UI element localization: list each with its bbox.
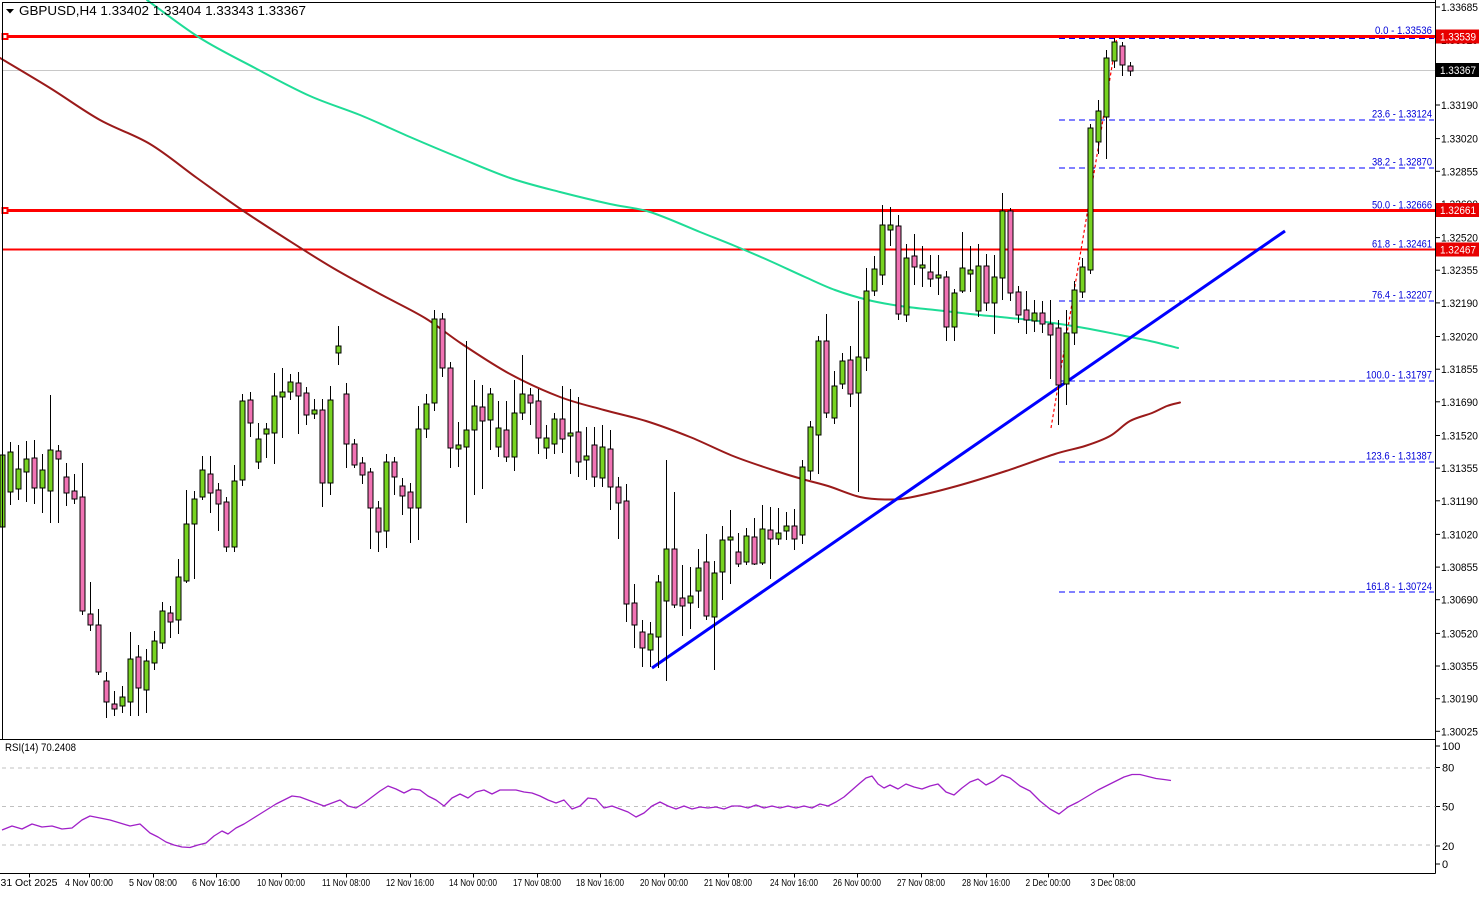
svg-text:1.32190: 1.32190 — [1441, 298, 1478, 310]
svg-text:20: 20 — [1442, 841, 1454, 853]
svg-text:1.30190: 1.30190 — [1441, 694, 1478, 706]
svg-text:1.32855: 1.32855 — [1441, 166, 1478, 178]
svg-text:GBPUSD,H4 1.33402 1.33404 1.3: GBPUSD,H4 1.33402 1.33404 1.33343 1.3336… — [19, 3, 306, 18]
svg-text:1.33020: 1.33020 — [1441, 134, 1478, 146]
svg-text:1.31190: 1.31190 — [1441, 496, 1478, 508]
svg-text:161.8 - 1.30724: 161.8 - 1.30724 — [1366, 581, 1432, 593]
svg-text:1.32467: 1.32467 — [1440, 245, 1476, 257]
svg-text:17 Nov 08:00: 17 Nov 08:00 — [513, 877, 561, 889]
svg-text:1.33367: 1.33367 — [1440, 65, 1476, 77]
svg-text:100.0 - 1.31797: 100.0 - 1.31797 — [1366, 370, 1432, 382]
svg-text:1.31520: 1.31520 — [1441, 431, 1478, 443]
svg-text:21 Nov 08:00: 21 Nov 08:00 — [704, 877, 752, 889]
svg-text:38.2 - 1.32870: 38.2 - 1.32870 — [1372, 157, 1432, 169]
svg-text:4 Nov 00:00: 4 Nov 00:00 — [65, 877, 113, 889]
svg-text:14 Nov 00:00: 14 Nov 00:00 — [449, 877, 497, 889]
svg-text:27 Nov 08:00: 27 Nov 08:00 — [897, 877, 945, 889]
svg-text:1.30025: 1.30025 — [1441, 726, 1478, 738]
svg-text:1.32661: 1.32661 — [1440, 205, 1476, 217]
svg-text:10 Nov 00:00: 10 Nov 00:00 — [257, 877, 305, 889]
svg-text:5 Nov 08:00: 5 Nov 08:00 — [129, 877, 177, 889]
svg-text:1.30520: 1.30520 — [1441, 628, 1478, 640]
svg-text:80: 80 — [1442, 763, 1454, 775]
svg-text:0: 0 — [1442, 859, 1448, 871]
svg-text:1.31355: 1.31355 — [1441, 463, 1478, 475]
svg-text:23.6 - 1.33124: 23.6 - 1.33124 — [1372, 109, 1432, 121]
svg-text:18 Nov 16:00: 18 Nov 16:00 — [576, 877, 624, 889]
svg-text:61.8 - 1.32461: 61.8 - 1.32461 — [1372, 239, 1432, 251]
svg-text:24 Nov 16:00: 24 Nov 16:00 — [770, 877, 818, 889]
svg-text:1.32020: 1.32020 — [1441, 332, 1478, 344]
svg-text:100: 100 — [1442, 741, 1460, 753]
svg-text:1.30690: 1.30690 — [1441, 595, 1478, 607]
svg-text:20 Nov 00:00: 20 Nov 00:00 — [640, 877, 688, 889]
svg-text:12 Nov 16:00: 12 Nov 16:00 — [386, 877, 434, 889]
svg-text:50.0 - 1.32666: 50.0 - 1.32666 — [1372, 200, 1432, 212]
svg-text:50: 50 — [1442, 802, 1454, 814]
svg-text:1.30355: 1.30355 — [1441, 661, 1478, 673]
svg-text:1.30855: 1.30855 — [1441, 562, 1478, 574]
svg-text:6 Nov 16:00: 6 Nov 16:00 — [192, 877, 240, 889]
svg-text:1.31855: 1.31855 — [1441, 364, 1478, 376]
svg-text:1.32355: 1.32355 — [1441, 265, 1478, 277]
svg-text:11 Nov 08:00: 11 Nov 08:00 — [322, 877, 370, 889]
svg-text:0.0 - 1.33536: 0.0 - 1.33536 — [1375, 25, 1432, 37]
svg-text:1.33539: 1.33539 — [1440, 32, 1476, 44]
svg-text:1.33190: 1.33190 — [1441, 100, 1478, 112]
svg-text:31 Oct 2025: 31 Oct 2025 — [1, 877, 58, 889]
svg-text:1.32520: 1.32520 — [1441, 233, 1478, 245]
svg-text:26 Nov 00:00: 26 Nov 00:00 — [833, 877, 881, 889]
svg-text:1.31020: 1.31020 — [1441, 529, 1478, 541]
svg-text:2 Dec 00:00: 2 Dec 00:00 — [1026, 877, 1071, 889]
svg-text:3 Dec 08:00: 3 Dec 08:00 — [1091, 877, 1136, 889]
svg-text:1.33685: 1.33685 — [1441, 2, 1478, 14]
svg-text:RSI(14) 70.2408: RSI(14) 70.2408 — [5, 742, 76, 754]
svg-text:123.6 - 1.31387: 123.6 - 1.31387 — [1366, 451, 1432, 463]
svg-text:76.4 - 1.32207: 76.4 - 1.32207 — [1372, 290, 1432, 302]
svg-text:28 Nov 16:00: 28 Nov 16:00 — [962, 877, 1010, 889]
svg-text:1.31690: 1.31690 — [1441, 397, 1478, 409]
